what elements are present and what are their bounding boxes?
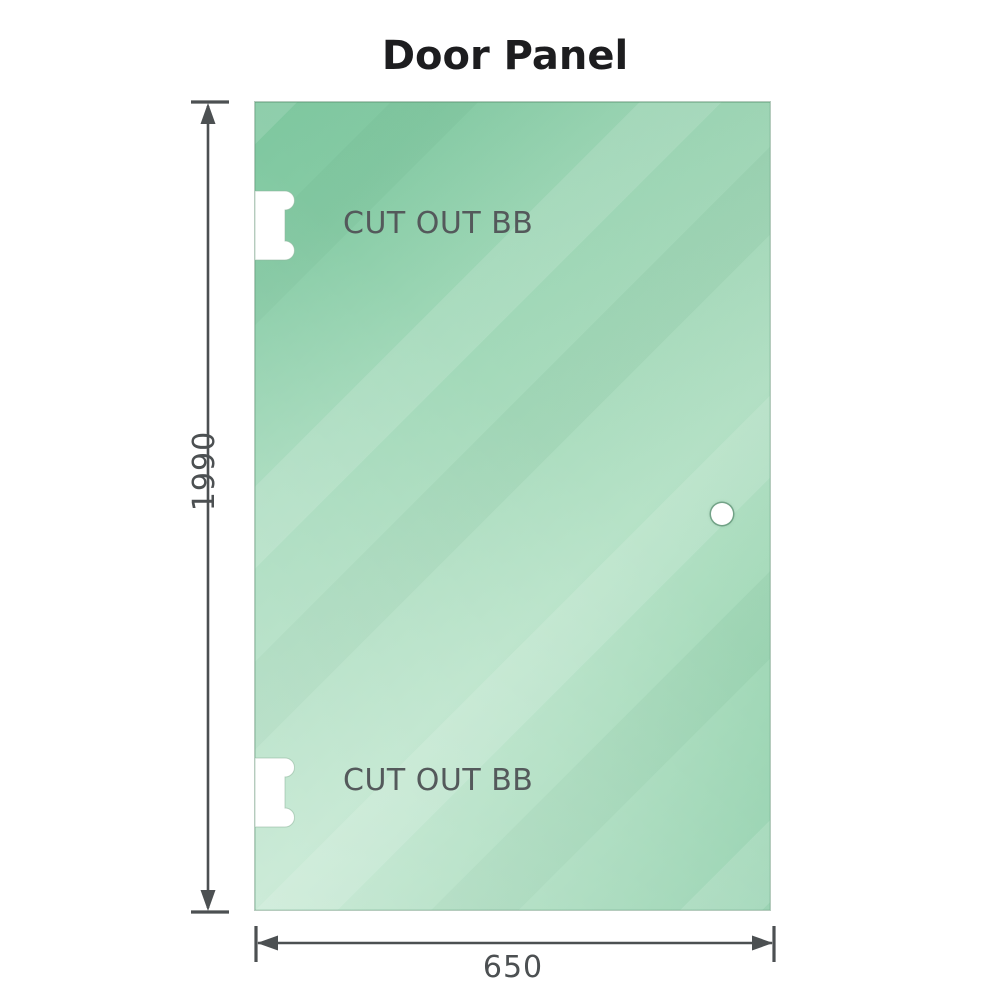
cutout-notch-top bbox=[255, 185, 298, 266]
dimension-height-graphic bbox=[191, 100, 229, 914]
panel-base-fill bbox=[255, 102, 770, 910]
dimension-line-width bbox=[248, 922, 782, 966]
panel-reflection-bands bbox=[255, 102, 770, 910]
dimension-label-width: 650 bbox=[482, 950, 544, 985]
cutout-notch-bottom-shape bbox=[255, 757, 295, 828]
dimension-width-graphic bbox=[254, 926, 776, 962]
dimension-line-height bbox=[188, 96, 232, 918]
cutout-notch-bottom bbox=[255, 752, 298, 833]
page-title: Door Panel bbox=[381, 33, 629, 79]
cutout-label-bottom: CUT OUT BB bbox=[343, 763, 534, 798]
glass-door-panel bbox=[255, 102, 770, 910]
dimension-label-height: 1990 bbox=[187, 430, 222, 512]
cutout-label-top: CUT OUT BB bbox=[343, 206, 534, 241]
handle-hole bbox=[711, 503, 733, 525]
panel-sheen-overlay bbox=[255, 102, 770, 910]
cutout-notch-top-shape bbox=[255, 190, 295, 261]
